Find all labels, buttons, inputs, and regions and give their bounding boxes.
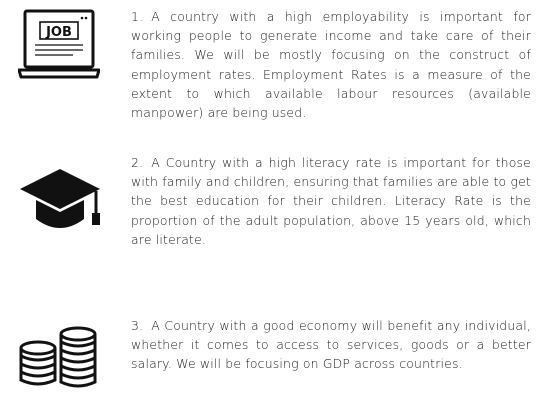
graduation-cap-icon: [18, 167, 102, 237]
paragraph-literacy: 2. A Country with a high literacy rate is…: [131, 153, 531, 249]
item-text: A country with a high employability is i…: [131, 9, 531, 121]
item-number: 1.: [131, 9, 144, 24]
item-number: 2.: [131, 155, 144, 170]
item-text: A Country with a good economy will benef…: [131, 318, 531, 372]
coin-stacks-icon: [16, 326, 102, 392]
item-number: 3.: [131, 318, 144, 333]
job-label: JOB: [45, 25, 72, 40]
laptop-job-icon: JOB: [17, 8, 101, 80]
item-text: A Country with a high literacy rate is i…: [131, 155, 531, 247]
paragraph-employment: 1. A country with a high employability is…: [131, 7, 531, 122]
paragraph-economy: 3. A Country with a good economy will ben…: [131, 316, 531, 374]
